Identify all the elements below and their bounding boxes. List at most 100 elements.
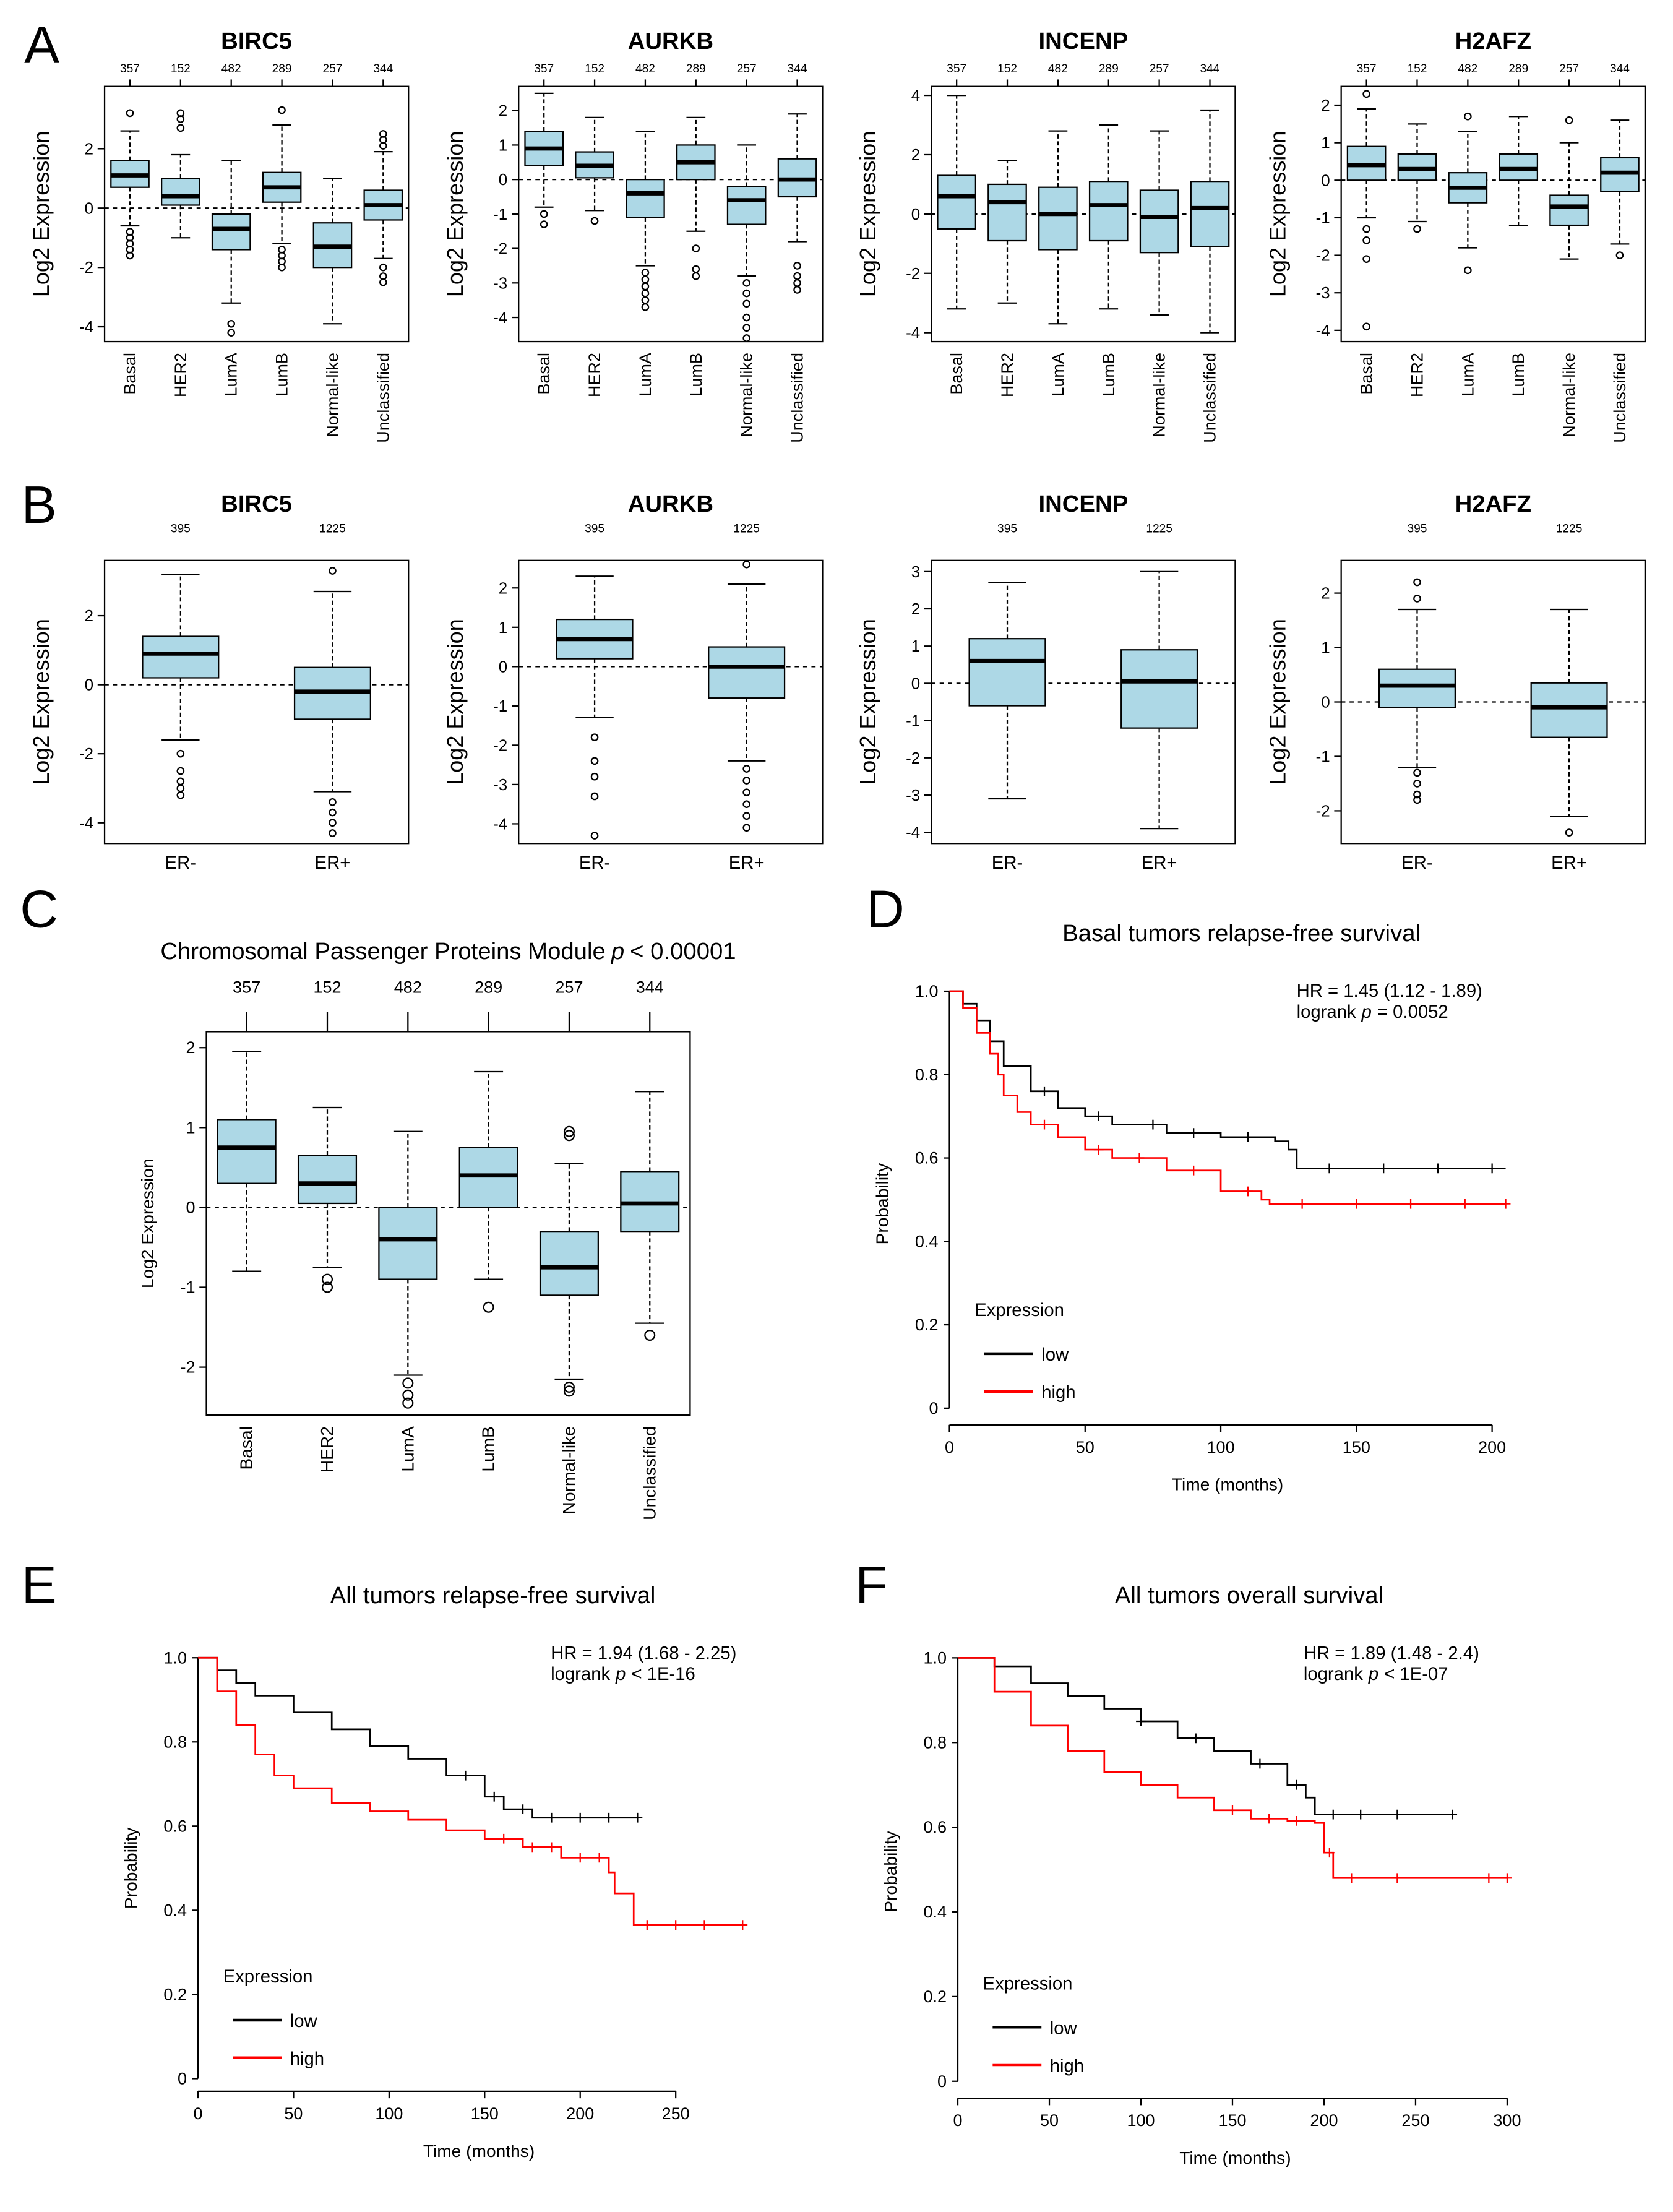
y-tick-label: 0.6 — [163, 1817, 187, 1835]
count-label: 257 — [322, 62, 342, 75]
outlier — [176, 767, 185, 775]
box — [1139, 189, 1179, 254]
y-tick-label: 2 — [499, 103, 507, 120]
y-tick-label: -2 — [79, 746, 93, 763]
count-label: 344 — [788, 62, 807, 75]
count-label: 482 — [1458, 62, 1477, 75]
x-tick-label: ER+ — [315, 853, 351, 873]
outlier — [563, 1385, 575, 1397]
logrank-annotation-part: < 1E-16 — [631, 1664, 695, 1684]
censor-mark — [1255, 1758, 1265, 1769]
y-tick-label: 0 — [1321, 172, 1330, 189]
y-axis-label: Probability — [121, 1827, 140, 1909]
count-label: 482 — [394, 978, 422, 996]
x-axis-label: Time (months) — [1179, 2148, 1291, 2167]
x-tick-label: LumA — [1049, 353, 1067, 397]
outlier — [742, 313, 750, 322]
chart-title: Chromosomal Passenger Proteins Module p < … — [160, 938, 736, 965]
plot-frame — [518, 559, 824, 845]
count-label: 1225 — [319, 523, 346, 536]
plot-frame — [1340, 85, 1646, 343]
outlier — [1413, 595, 1421, 603]
x-tick-label: Normal-like — [559, 1426, 578, 1514]
x-tick-label: Basal — [535, 353, 553, 395]
y-axis-label: Log2 Expression — [855, 131, 880, 298]
y-tick-label: 2 — [911, 601, 920, 618]
outlier — [176, 749, 185, 758]
censor-mark — [594, 1853, 604, 1863]
y-tick-label: 0 — [911, 675, 920, 692]
x-tick-label: 0 — [953, 2111, 963, 2130]
censor-mark — [1378, 1163, 1389, 1174]
box — [297, 1155, 358, 1205]
y-tick-label: -2 — [906, 750, 920, 767]
y-tick-label: -2 — [180, 1358, 195, 1377]
censor-mark — [1093, 1111, 1104, 1122]
y-tick-label: 0.2 — [923, 1987, 947, 2006]
outlier — [176, 791, 185, 799]
y-tick-label: 0.6 — [915, 1149, 939, 1168]
censor-mark — [1148, 1119, 1158, 1130]
outlier — [563, 1130, 575, 1142]
count-label: 152 — [997, 62, 1017, 75]
censor-mark — [575, 1853, 585, 1863]
outlier — [793, 286, 801, 294]
outlier — [227, 319, 236, 328]
censor-mark — [1324, 1163, 1335, 1174]
y-tick-label: -2 — [493, 241, 507, 258]
y-tick-label: 2 — [911, 147, 920, 164]
box — [968, 638, 1046, 707]
censor-mark — [1291, 1779, 1302, 1790]
x-tick-label: 200 — [566, 2104, 594, 2123]
outlier — [1464, 266, 1472, 275]
plot-frame — [103, 85, 410, 343]
x-tick-label: 100 — [1127, 2111, 1155, 2130]
censor-mark — [671, 1920, 681, 1930]
y-axis-label: Log2 Expression — [442, 131, 468, 298]
censor-mark — [642, 1920, 652, 1930]
censor-mark — [738, 1920, 748, 1930]
x-tick-label: Unclassified — [788, 353, 807, 443]
y-tick-label: 1 — [911, 638, 920, 655]
count-label: 395 — [171, 523, 191, 536]
x-tick-label: ER+ — [729, 853, 765, 873]
legend-label: high — [1050, 2055, 1084, 2076]
x-tick-label: 200 — [1310, 2111, 1338, 2130]
box — [161, 178, 200, 206]
censor-mark — [546, 1812, 557, 1823]
y-tick-label: -3 — [1316, 285, 1330, 302]
y-tick-label: -4 — [1316, 322, 1330, 340]
chart-title: H2AFZ — [1455, 491, 1531, 517]
outlier — [1413, 790, 1421, 799]
outlier — [644, 1329, 656, 1341]
outlier — [1362, 255, 1370, 263]
panel-label: E — [22, 1556, 57, 1615]
y-tick-label: 2 — [186, 1038, 195, 1057]
outlier — [1413, 578, 1421, 587]
outlier — [329, 808, 337, 817]
x-axis-label: Time (months) — [1172, 1475, 1283, 1494]
y-axis-label: Log2 Expression — [28, 131, 54, 298]
outlier — [329, 829, 337, 837]
x-tick-label: ER+ — [1142, 853, 1177, 873]
chart-title-part: Chromosomal Passenger Proteins Module — [160, 938, 605, 965]
x-tick-label: 0 — [945, 1438, 954, 1457]
outlier — [742, 788, 750, 796]
x-tick-label: ER- — [165, 853, 196, 873]
censor-mark — [604, 1812, 614, 1823]
legend-title: Expression — [983, 1973, 1073, 1994]
y-tick-label: 1 — [1321, 640, 1330, 657]
x-tick-label: 50 — [1040, 2111, 1059, 2130]
x-tick-label: LumB — [273, 353, 291, 397]
y-tick-label: 0 — [937, 2072, 947, 2091]
y-tick-label: 2 — [1321, 585, 1330, 603]
y-tick-label: 0 — [911, 206, 920, 223]
outlier — [742, 800, 750, 808]
y-tick-label: 0.4 — [915, 1232, 939, 1250]
logrank-annotation: logrank p < 1E-16 — [551, 1664, 695, 1684]
y-tick-label: 0.6 — [923, 1818, 947, 1836]
x-tick-label: Unclassified — [374, 353, 392, 443]
outlier — [742, 324, 750, 332]
outlier — [1362, 322, 1370, 331]
